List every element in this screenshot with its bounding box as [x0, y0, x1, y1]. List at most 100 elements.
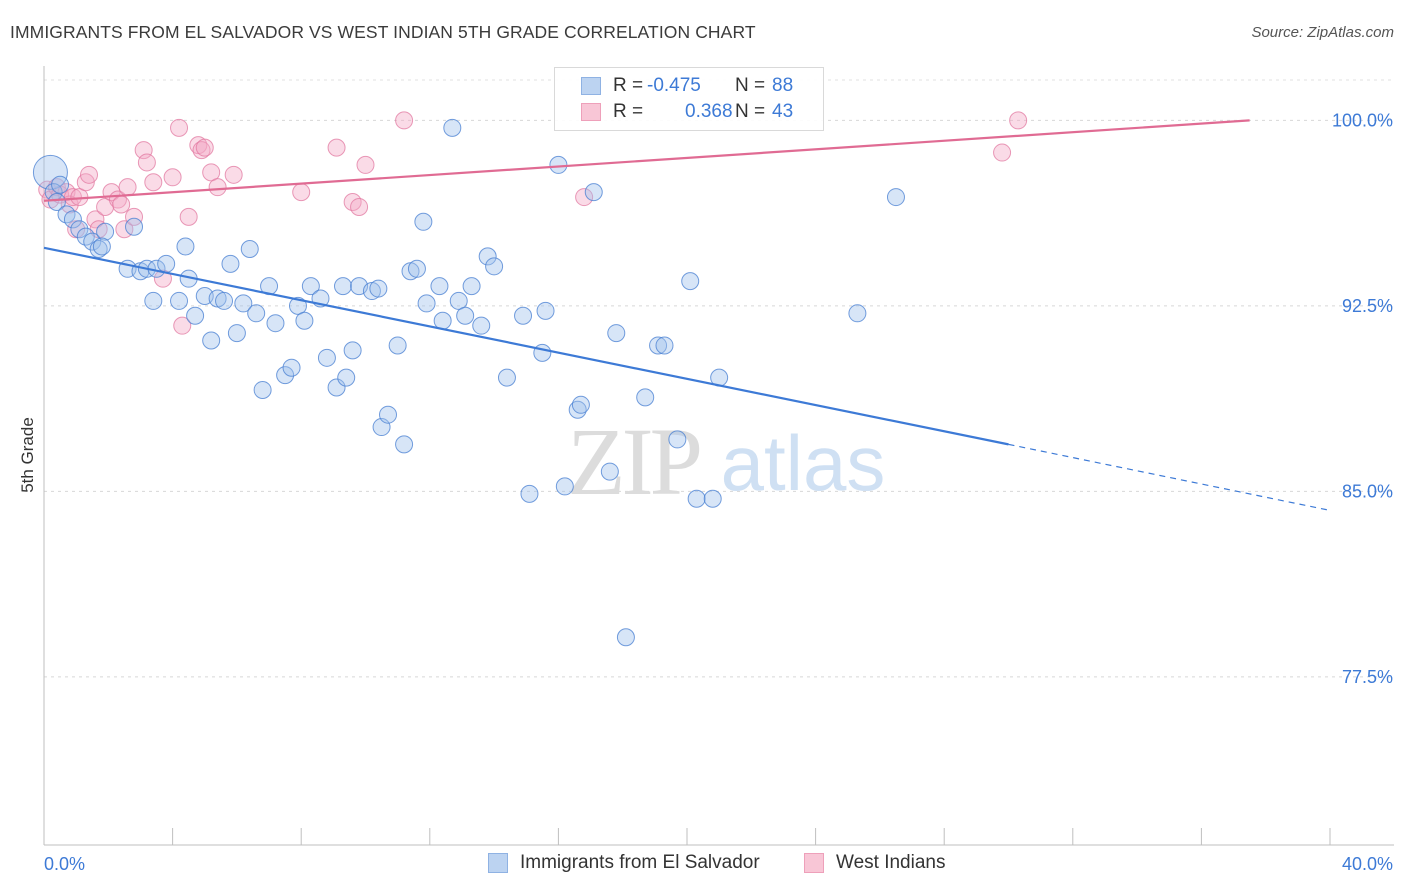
y-tick-label: 100.0% — [1332, 110, 1393, 130]
data-point — [607, 324, 626, 343]
trend-lines — [43, 119, 1331, 511]
el-salvador-points — [32, 118, 905, 647]
data-point — [192, 141, 211, 160]
data-point — [118, 178, 137, 197]
data-point — [221, 254, 240, 273]
data-point — [369, 279, 388, 298]
data-point — [555, 477, 574, 496]
data-point — [163, 168, 182, 187]
chart-title: IMMIGRANTS FROM EL SALVADOR VS WEST INDI… — [10, 22, 756, 42]
legend-swatch-blue — [581, 77, 601, 95]
data-point — [112, 195, 131, 214]
data-point — [317, 348, 336, 367]
data-point — [417, 294, 436, 313]
data-point — [703, 489, 722, 508]
data-point — [266, 314, 285, 333]
data-point — [584, 183, 603, 202]
data-point — [234, 294, 253, 313]
data-point — [549, 155, 568, 174]
data-point — [92, 237, 111, 256]
watermark: ZIP atlas — [567, 408, 885, 515]
data-point — [687, 489, 706, 508]
data-point — [153, 269, 172, 288]
legend-r-label: R = — [613, 101, 644, 122]
data-point — [472, 316, 491, 335]
y-tick-label: 85.0% — [1342, 481, 1393, 501]
data-point — [208, 178, 227, 197]
data-point — [96, 222, 115, 241]
legend-n-value: 88 — [772, 75, 794, 96]
data-point — [80, 165, 99, 184]
data-point — [456, 306, 475, 325]
data-point — [224, 165, 243, 184]
data-point — [449, 291, 468, 310]
series-swatch-blue — [488, 853, 508, 873]
data-point — [327, 138, 346, 157]
y-tick-label: 92.5% — [1342, 296, 1393, 316]
data-point — [170, 118, 189, 137]
data-point — [681, 272, 700, 291]
data-point — [886, 188, 905, 207]
data-point — [170, 291, 189, 310]
data-point — [70, 220, 89, 239]
data-point — [247, 304, 266, 323]
data-point — [173, 316, 192, 335]
watermark-atlas: atlas — [721, 419, 886, 507]
data-point — [63, 188, 82, 207]
data-point — [86, 210, 105, 229]
data-point — [202, 163, 221, 182]
trend-line-el-salvador — [43, 246, 1009, 446]
data-point — [520, 484, 539, 503]
data-point — [407, 259, 426, 278]
data-point — [137, 153, 156, 172]
data-point — [292, 183, 311, 202]
y-tick-label: 77.5% — [1342, 667, 1393, 687]
data-point — [337, 368, 356, 387]
data-point — [176, 237, 195, 256]
data-point — [350, 197, 369, 216]
data-point — [125, 207, 144, 226]
data-point — [571, 395, 590, 414]
data-point — [395, 111, 414, 130]
series-label: West Indians — [836, 852, 946, 873]
data-point — [179, 207, 198, 226]
series-label: Immigrants from El Salvador — [520, 852, 760, 873]
data-point — [276, 366, 295, 385]
x-tick-label: 0.0% — [44, 854, 85, 874]
legend-n-label: N = — [735, 75, 766, 96]
data-point — [668, 430, 687, 449]
trend-line-west-indians — [43, 119, 1250, 202]
axes — [43, 66, 1394, 846]
data-point — [395, 435, 414, 454]
data-point — [47, 193, 66, 212]
data-point — [600, 462, 619, 481]
data-point — [462, 277, 481, 296]
data-point — [568, 400, 587, 419]
data-point — [1009, 111, 1028, 130]
data-point — [433, 311, 452, 330]
data-point — [848, 304, 867, 323]
legend-r-value: 0.368 — [685, 101, 733, 122]
data-point — [227, 324, 246, 343]
data-point — [83, 232, 102, 251]
data-point — [63, 210, 82, 229]
data-point — [649, 336, 668, 355]
data-point — [575, 188, 594, 207]
legend-r-value: -0.475 — [647, 75, 701, 96]
data-point — [32, 154, 68, 190]
data-point — [215, 291, 234, 310]
data-point — [144, 173, 163, 192]
y-axis-title: 5th Grade — [18, 417, 37, 493]
data-point — [89, 240, 108, 259]
legend-n-value: 43 — [772, 101, 794, 122]
data-point — [51, 175, 70, 194]
data-point — [536, 301, 555, 320]
data-point — [443, 118, 462, 137]
watermark-zip: ZIP — [567, 408, 700, 515]
x-tick-label: 40.0% — [1342, 854, 1393, 874]
data-point — [478, 247, 497, 266]
data-point — [282, 358, 301, 377]
data-point — [195, 138, 214, 157]
data-point — [636, 388, 655, 407]
